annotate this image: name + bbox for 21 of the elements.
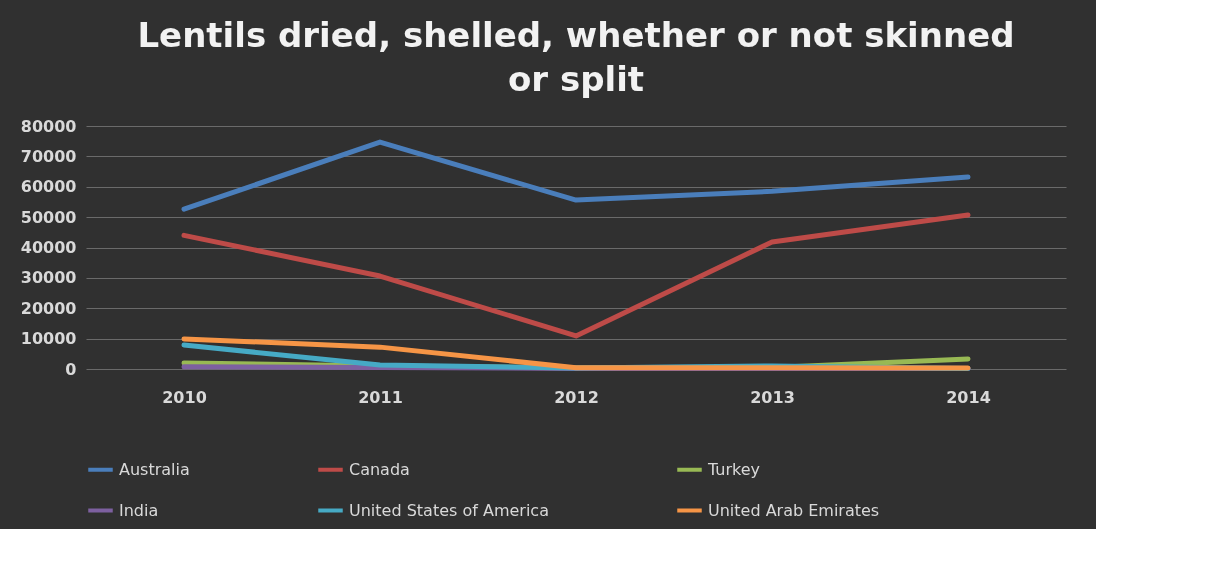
y-tick-label: 70000: [20, 146, 77, 166]
x-tick-label: 2010: [162, 387, 207, 407]
x-tick-label: 2012: [554, 387, 599, 407]
legend-label: India: [119, 500, 159, 520]
legend-label: Australia: [119, 459, 190, 479]
x-tick-label: 2013: [750, 387, 795, 407]
y-tick-label: 50000: [20, 207, 77, 227]
y-tick-label: 30000: [20, 268, 77, 288]
legend-label: Canada: [349, 459, 410, 479]
y-tick-label: 10000: [20, 329, 77, 349]
x-tick-label: 2011: [358, 387, 403, 407]
legend-label: United Arab Emirates: [708, 500, 880, 520]
legend-label: Turkey: [707, 459, 761, 479]
y-tick-label: 20000: [20, 298, 77, 318]
y-tick-label: 0: [65, 359, 77, 379]
chart-title: Lentils dried, shelled, whether or not skinned or split: [137, 15, 1015, 99]
y-tick-label: 40000: [20, 238, 77, 257]
legend-label: United States of America: [349, 500, 549, 520]
y-tick-label: 60000: [20, 177, 77, 197]
y-tick-label: 80000: [20, 116, 77, 136]
x-tick-label: 2014: [946, 387, 991, 407]
